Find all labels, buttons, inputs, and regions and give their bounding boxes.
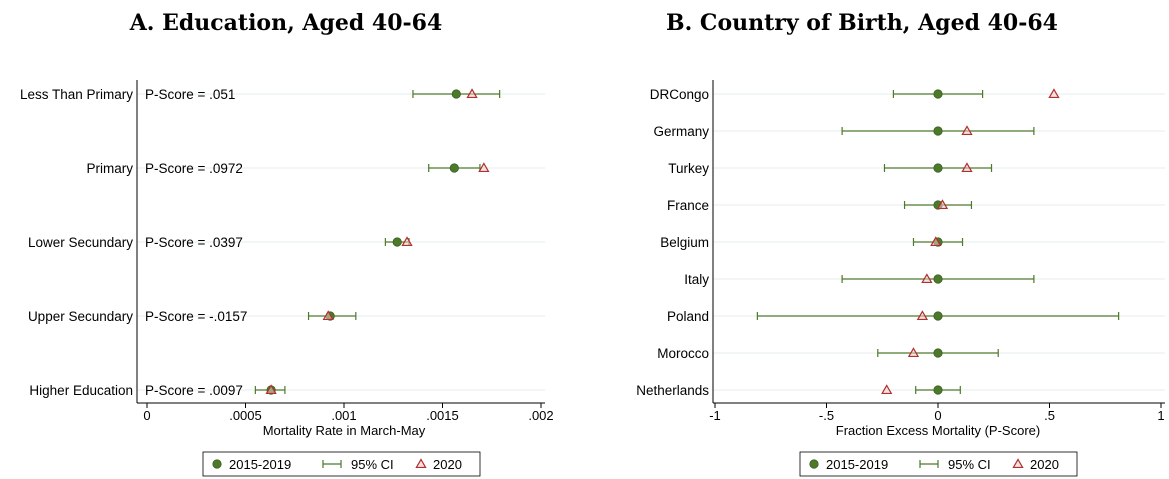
panel-b-point-2020 [1048,88,1060,99]
panel-b-point-2015-2019 [933,126,943,136]
panel-b-point-2020 [961,125,973,136]
panel-b-category-label: Poland [667,309,709,324]
panel-b-point-2020 [916,310,929,321]
panel-b-category-label: Germany [653,124,709,139]
panel-a-legend-ci [322,460,342,468]
panel-a-category-label: Primary [87,161,134,176]
panel-a-x-tick-label: .0005 [229,408,262,423]
panel-b-x-tick-label: 0 [934,408,941,423]
panel-a-chart: 0 .0005 .001 .0015 .002 Mortality Rate in Mar… [20,80,554,477]
panel-a-legend: 2015-2019 95% CI 2020 [202,451,481,477]
panel-a-pscore-annotation: P-Score = .0097 [145,383,243,398]
panel-a-x-tick-label: .0015 [426,408,459,423]
panel-a-x-tick-label: .001 [331,408,356,423]
panel-a-pscore-annotation: P-Score = .0397 [145,235,243,250]
panel-a-point-2020 [466,88,478,99]
panel-b-point-2020 [907,347,920,358]
panel-a-category-label: Higher Education [29,383,133,398]
panel-a-legend-label-2020: 2020 [433,457,462,472]
panel-b-point-2015-2019 [933,163,943,173]
panel-b-title: B. Country of Birth, Aged 40-64 [666,10,1058,36]
panel-b-x-axis-title: Fraction Excess Mortality (P-Score) [836,423,1040,438]
panel-a-point-2020 [478,162,490,173]
panel-a-point-2020 [322,310,334,321]
panel-a-point-2020 [401,236,413,247]
panel-b-x-tick-label: -1 [709,408,721,423]
panel-b-category-label: Netherlands [636,383,709,398]
panel-b-legend-ci [919,460,939,468]
panel-b-category-label: Morocco [657,346,709,361]
panel-b-point-2020 [961,162,973,173]
panel-b-legend-label-ci: 95% CI [948,457,991,472]
panel-a-legend-label-ci: 95% CI [351,457,394,472]
panel-a-point-2015-2019 [451,89,461,99]
panel-a-pscore-annotation: P-Score = .0972 [145,161,243,176]
panel-a-category-label: Lower Secundary [28,235,133,250]
panel-a-category-label: Upper Secundary [28,309,133,324]
panel-a-pscore-annotation: P-Score = .051 [145,87,235,102]
panel-a-legend-box [202,451,481,477]
panel-b-x-tick-label: -.5 [819,408,834,423]
panel-a-title: A. Education, Aged 40-64 [129,10,443,36]
panel-a-x-tick-label: .002 [528,408,553,423]
panel-b-legend-label-2020: 2020 [1030,457,1059,472]
panel-b-legend-triangle [1012,458,1024,469]
panel-b-point-2020 [936,199,949,210]
panel-a-point-2020 [265,384,277,395]
panel-b-legend-circle [809,459,819,469]
panel-b-category-label: Belgium [660,235,709,250]
panel-a-x-axis-title: Mortality Rate in March-May [263,423,426,438]
panel-b-x-tick-label: 1 [1157,408,1164,423]
panel-b-category-label: Turkey [668,161,709,176]
panel-a-legend-label-2015-2019: 2015-2019 [229,457,291,472]
panel-b-point-2020 [921,273,933,284]
panel-b-category-label: France [667,198,709,213]
panel-b-category-label: DRCongo [650,87,709,102]
panel-b-x-tick-label: .5 [1044,408,1055,423]
panel-b-point-2020 [881,384,893,395]
panel-b-point-2015-2019 [933,385,943,395]
panel-a-x-tick-label: 0 [143,408,150,423]
panel-b-category-label: Italy [684,272,709,287]
panel-b-point-2015-2019 [933,348,943,358]
panel-b-point-2015-2019 [933,311,943,321]
panel-a-legend-triangle [415,458,427,469]
panel-b-point-2020 [930,236,942,247]
panel-a-point-2015-2019 [449,163,459,173]
panel-b-legend: 2015-2019 95% CI 2020 [799,451,1078,477]
panel-a-pscore-annotation: P-Score = -.0157 [145,309,247,324]
panel-b-point-2015-2019 [933,274,943,284]
panel-a-point-2015-2019 [392,237,402,247]
panel-b-point-2015-2019 [933,89,943,99]
panel-b-chart: -1 -.5 0 .5 1 Fraction Excess Mortality (P-Sc… [636,80,1165,477]
panel-a-category-label: Less Than Primary [20,87,133,102]
panel-b-legend-label-2015-2019: 2015-2019 [826,457,888,472]
panel-a-legend-circle [212,459,222,469]
